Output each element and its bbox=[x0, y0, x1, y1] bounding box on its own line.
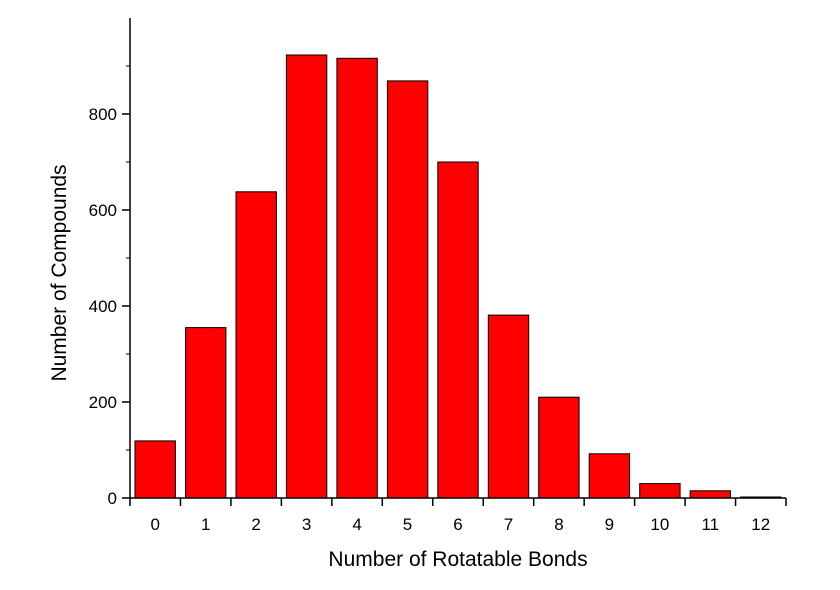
bar-6 bbox=[437, 161, 479, 499]
x-tick-label: 6 bbox=[453, 515, 462, 534]
y-tick-label: 600 bbox=[89, 201, 117, 220]
bar-3 bbox=[285, 54, 328, 499]
x-tick-label: 9 bbox=[605, 515, 614, 534]
bar-2 bbox=[235, 191, 277, 499]
x-tick-label: 7 bbox=[504, 515, 513, 534]
x-tick-label: 1 bbox=[201, 515, 210, 534]
y-tick-label: 200 bbox=[89, 393, 117, 412]
bar-0 bbox=[134, 440, 176, 499]
x-tick-label: 4 bbox=[352, 515, 361, 534]
x-tick-label: 10 bbox=[650, 515, 669, 534]
bar-4 bbox=[336, 57, 378, 499]
x-tick-label: 0 bbox=[150, 515, 159, 534]
bar-8 bbox=[538, 396, 580, 499]
y-tick-label: 0 bbox=[108, 489, 117, 508]
x-axis-title: Number of Rotatable Bonds bbox=[328, 548, 587, 571]
x-tick-label: 3 bbox=[302, 515, 311, 534]
bar-7 bbox=[487, 314, 530, 499]
bar-11 bbox=[689, 490, 731, 499]
y-axis-title: Number of Compounds bbox=[48, 164, 71, 381]
bar-1 bbox=[185, 327, 227, 499]
x-tick-label: 2 bbox=[251, 515, 260, 534]
y-tick-label: 800 bbox=[89, 105, 117, 124]
bar-9 bbox=[588, 453, 631, 499]
y-tick-label: 400 bbox=[89, 297, 117, 316]
x-tick-label: 8 bbox=[554, 515, 563, 534]
bar-5 bbox=[386, 80, 429, 499]
x-tick-label: 12 bbox=[751, 515, 770, 534]
x-tick-label: 5 bbox=[403, 515, 412, 534]
x-tick-label: 11 bbox=[701, 515, 719, 534]
bars-group bbox=[134, 54, 782, 499]
bar-10 bbox=[639, 483, 681, 499]
